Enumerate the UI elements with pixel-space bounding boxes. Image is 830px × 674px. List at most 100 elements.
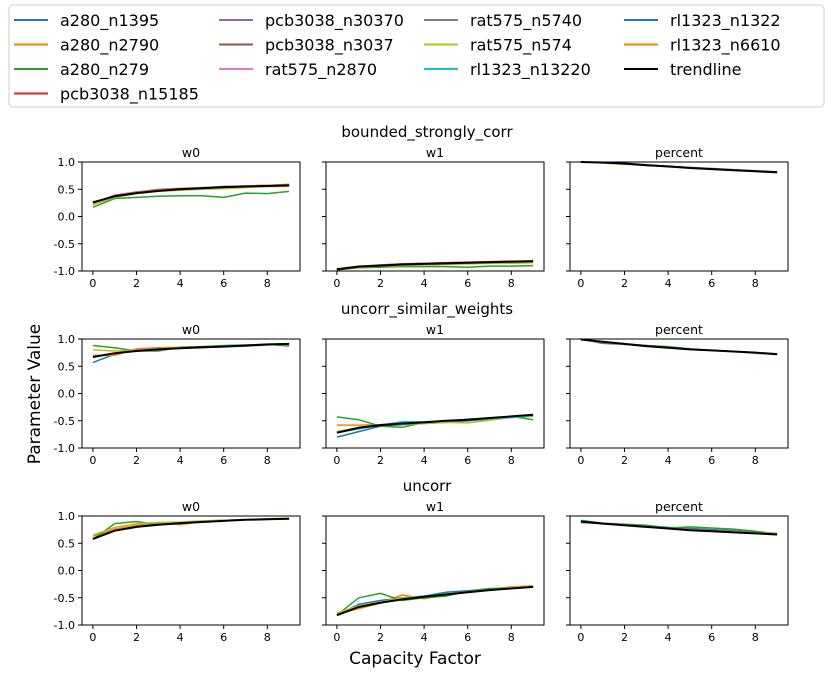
x-tick-label: 4 bbox=[665, 454, 672, 467]
trendline-series-line bbox=[336, 260, 534, 271]
legend-label: a280_n2790 bbox=[60, 36, 159, 56]
subplot-title: w1 bbox=[426, 322, 444, 337]
legend-label: rl1323_n13220 bbox=[470, 60, 591, 80]
legend-label: rl1323_n1322 bbox=[670, 11, 781, 31]
figure-xlabel: Capacity Factor bbox=[349, 649, 481, 669]
subplot-title: w0 bbox=[182, 499, 200, 514]
x-tick-label: 0 bbox=[577, 454, 584, 467]
x-tick-label: 0 bbox=[577, 277, 584, 290]
x-tick-label: 4 bbox=[421, 277, 428, 290]
series-line bbox=[92, 190, 290, 208]
x-tick-label: 8 bbox=[264, 277, 271, 290]
subplot-title: w0 bbox=[182, 145, 200, 160]
x-tick-label: 2 bbox=[133, 631, 140, 644]
legend-label: rat575_n5740 bbox=[470, 11, 582, 31]
legend-entry: a280_n279 bbox=[14, 60, 149, 80]
x-tick-label: 8 bbox=[508, 277, 515, 290]
trendline-series-line bbox=[336, 413, 534, 434]
x-tick-label: 2 bbox=[377, 277, 384, 290]
trendline-series-line bbox=[580, 520, 778, 536]
x-tick-label: 0 bbox=[577, 631, 584, 644]
subplot: w1 0 2 4 6 8 bbox=[322, 499, 545, 644]
x-tick-label: 6 bbox=[220, 454, 227, 467]
y-tick-label: 0.5 bbox=[58, 183, 76, 196]
y-tick-label: 0.0 bbox=[58, 211, 76, 224]
legend-frame bbox=[8, 4, 825, 108]
trendline-series-line bbox=[92, 184, 290, 204]
legend-entry: pcb3038_n15185 bbox=[14, 85, 199, 105]
facet-row: bounded_strongly_corr w0 0 2 4 6 8 1.0 0.5 0.0 -0.… bbox=[54, 123, 789, 290]
x-tick-label: 6 bbox=[464, 631, 471, 644]
x-tick-label: 6 bbox=[464, 454, 471, 467]
trendline-series-line bbox=[92, 517, 290, 540]
x-tick-label: 8 bbox=[508, 631, 515, 644]
x-tick-label: 2 bbox=[621, 454, 628, 467]
x-tick-label: 4 bbox=[177, 277, 184, 290]
x-tick-label: 2 bbox=[621, 277, 628, 290]
x-tick-label: 8 bbox=[752, 454, 759, 467]
x-tick-label: 6 bbox=[220, 277, 227, 290]
series-line bbox=[92, 517, 290, 536]
trendline-series-line bbox=[336, 585, 534, 617]
x-tick-label: 8 bbox=[264, 631, 271, 644]
legend: a280_n1395 a280_n2790 a280_n279 pcb3038_n15… bbox=[8, 4, 825, 108]
subplot: w0 0 2 4 6 8 1.0 0.5 0.0 -0.5 -1.0 bbox=[54, 145, 301, 290]
x-tick-label: 2 bbox=[377, 631, 384, 644]
facet-row: uncorr_similar_weights w0 0 2 4 6 8 1.0 0.5 0.0 -0… bbox=[54, 300, 789, 467]
subplot: w0 0 2 4 6 8 1.0 0.5 0.0 -0.5 -1.0 bbox=[54, 322, 301, 467]
legend-label: rat575_n574 bbox=[470, 36, 572, 56]
x-tick-label: 4 bbox=[421, 454, 428, 467]
subplot: percent 0 2 4 6 8 bbox=[566, 499, 789, 644]
legend-label: pcb3038_n15185 bbox=[60, 85, 199, 105]
legend-entry: a280_n2790 bbox=[14, 36, 159, 56]
y-tick-label: 0.5 bbox=[58, 360, 76, 373]
x-tick-label: 2 bbox=[133, 277, 140, 290]
x-tick-label: 6 bbox=[708, 277, 715, 290]
series-line bbox=[336, 264, 534, 271]
legend-label: pcb3038_n3037 bbox=[265, 36, 394, 56]
x-tick-label: 6 bbox=[708, 454, 715, 467]
trendline-series-line bbox=[92, 342, 290, 358]
subplot: w1 0 2 4 6 8 bbox=[322, 322, 545, 467]
y-tick-label: -1.0 bbox=[54, 265, 75, 278]
legend-entry: rat575_n5740 bbox=[424, 11, 582, 31]
x-tick-label: 4 bbox=[665, 277, 672, 290]
trendline-series-line bbox=[580, 161, 778, 174]
subplot: w1 0 2 4 6 8 bbox=[322, 145, 545, 290]
legend-label: a280_n1395 bbox=[60, 11, 159, 31]
y-tick-label: -1.0 bbox=[54, 619, 75, 632]
legend-label: a280_n279 bbox=[60, 60, 149, 80]
x-tick-label: 2 bbox=[133, 454, 140, 467]
subplot-frame bbox=[81, 161, 301, 272]
x-tick-label: 4 bbox=[177, 631, 184, 644]
subplot-frame bbox=[569, 338, 789, 449]
legend-entry: pcb3038_n30370 bbox=[219, 11, 404, 31]
subplot-title: percent bbox=[655, 145, 703, 160]
legend-label: pcb3038_n30370 bbox=[265, 11, 404, 31]
x-tick-label: 8 bbox=[752, 277, 759, 290]
x-tick-label: 0 bbox=[333, 631, 340, 644]
y-tick-label: -0.5 bbox=[54, 238, 75, 251]
x-tick-label: 8 bbox=[264, 454, 271, 467]
facet-title: bounded_strongly_corr bbox=[341, 123, 513, 142]
y-tick-label: -0.5 bbox=[54, 592, 75, 605]
x-tick-label: 0 bbox=[89, 277, 96, 290]
subplot-title: w0 bbox=[182, 322, 200, 337]
figure-ylabel: Parameter Value bbox=[25, 324, 45, 465]
y-tick-label: 0.0 bbox=[58, 565, 76, 578]
x-tick-label: 2 bbox=[377, 454, 384, 467]
subplot-title: w1 bbox=[426, 145, 444, 160]
legend-entry: rat575_n2870 bbox=[219, 60, 377, 80]
x-tick-label: 0 bbox=[89, 631, 96, 644]
x-tick-label: 0 bbox=[89, 454, 96, 467]
legend-entry: trendline bbox=[624, 60, 742, 79]
x-tick-label: 4 bbox=[421, 631, 428, 644]
legend-label: trendline bbox=[670, 60, 742, 79]
x-tick-label: 8 bbox=[508, 454, 515, 467]
legend-label: rat575_n2870 bbox=[265, 60, 377, 80]
y-tick-label: 1.0 bbox=[58, 333, 76, 346]
x-tick-label: 2 bbox=[621, 631, 628, 644]
facet-title: uncorr bbox=[403, 477, 452, 495]
subplot-title: w1 bbox=[426, 499, 444, 514]
